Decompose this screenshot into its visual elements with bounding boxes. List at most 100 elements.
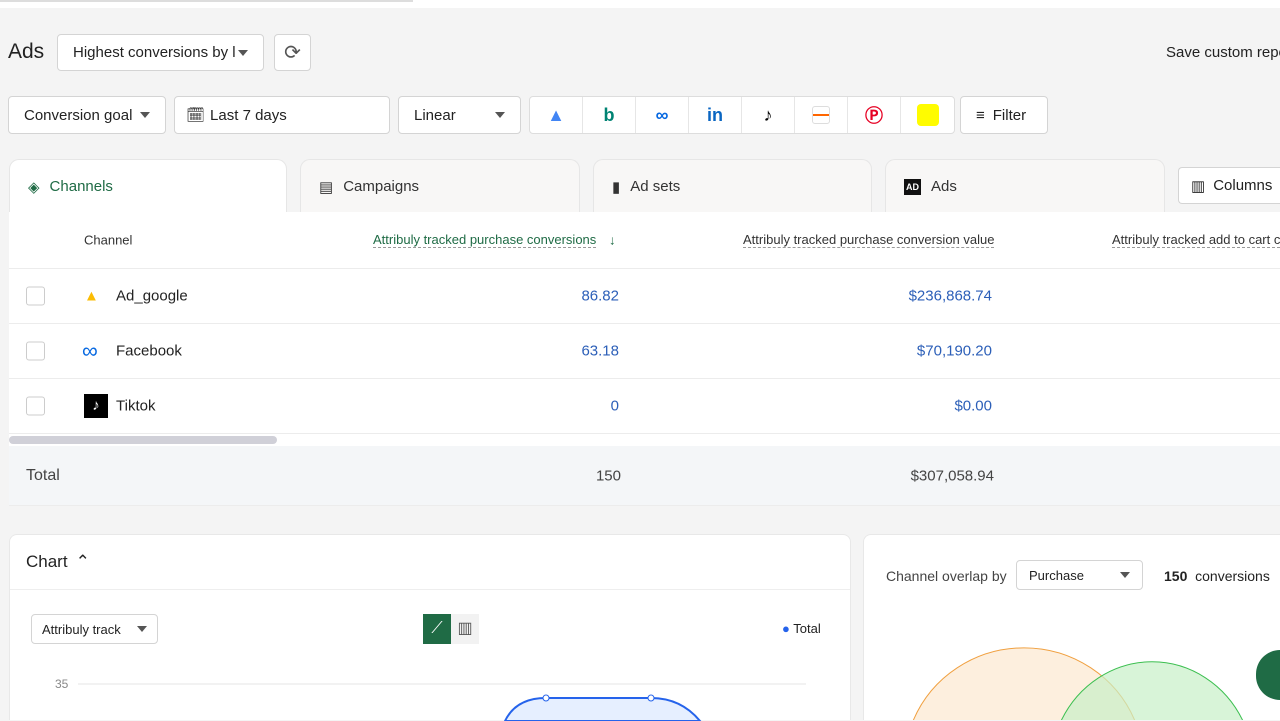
model-value: Linear [414, 106, 456, 124]
columns-button[interactable]: ▥ Columns [1178, 167, 1280, 204]
attribution-model-select[interactable]: Linear [398, 96, 521, 134]
filter-label: Filter [992, 106, 1027, 124]
tab-campaigns[interactable]: ▤ Campaigns [300, 159, 580, 213]
conversions: 0 [610, 397, 619, 415]
count-value: 150 [1164, 568, 1188, 584]
bing-icon[interactable]: b [583, 97, 636, 133]
refresh-icon: ⟳ [284, 42, 301, 64]
caret-down-icon [140, 112, 150, 118]
linkedin-icon[interactable]: in [689, 97, 742, 133]
tab-label: Ads [931, 178, 957, 195]
date-range-picker[interactable]: 🗓 Last 7 days [174, 96, 390, 134]
channel-name: Tiktok [116, 397, 156, 415]
overlap-select-value: Purchase [1029, 567, 1084, 583]
legend-label: Total [793, 621, 821, 636]
caret-down-icon [137, 626, 147, 632]
meta-icon[interactable]: ∞ [636, 97, 689, 133]
chart-title: Chart [26, 552, 68, 571]
total-value: $307,058.94 [910, 467, 994, 484]
columns-label: Columns [1213, 177, 1273, 194]
caret-down-icon [238, 49, 248, 56]
tab-ads[interactable]: AD Ads [885, 159, 1165, 213]
sort-down-icon[interactable]: ↓ [609, 232, 616, 248]
total-label: Total [26, 466, 60, 484]
chart-metric-select[interactable]: Attribuly track [31, 614, 158, 644]
line-chart-toggle[interactable]: ⟋ [423, 614, 451, 644]
row-checkbox[interactable] [26, 286, 45, 306]
count-unit: conversions [1195, 568, 1270, 584]
filter-button[interactable]: ≡ Filter [960, 96, 1048, 134]
report-select[interactable]: Highest conversions by l [57, 34, 264, 71]
header-channel[interactable]: Channel [84, 232, 133, 248]
tiktok-icon[interactable]: ♪ [742, 97, 795, 133]
pinterest-icon[interactable]: Ⓟ [848, 97, 901, 133]
line-chart [78, 683, 806, 721]
tiktok-icon: ♪ [84, 394, 108, 418]
header-purchase-conversions[interactable]: Attribuly tracked purchase conversions [373, 232, 597, 248]
goal-value: Conversion goal [24, 106, 133, 124]
tab-label: Campaigns [343, 178, 420, 195]
overlap-select[interactable]: Purchase [1016, 560, 1143, 590]
table-header: Channel Attribuly tracked purchase conve… [9, 212, 1280, 269]
row-checkbox[interactable] [26, 341, 45, 361]
caret-down-icon [1120, 572, 1130, 578]
tab-label: Ad sets [630, 178, 681, 195]
save-custom-report-link[interactable]: Save custom repo [1166, 44, 1280, 61]
total-row: Total 150 $307,058.94 [9, 446, 1280, 506]
row-checkbox[interactable] [26, 396, 45, 416]
ad-icon: AD [904, 178, 921, 195]
venn-diagram [912, 647, 1244, 720]
phone-icon: ▮ [612, 178, 621, 196]
date-value: Last 7 days [210, 106, 287, 124]
chevron-up-icon[interactable]: ⌃ [75, 552, 90, 571]
conversions: 86.82 [581, 287, 619, 305]
scrollbar-thumb[interactable] [9, 436, 277, 444]
tab-label: Channels [49, 178, 113, 195]
tab-channels[interactable]: ◈ Channels [9, 159, 287, 213]
report-select-value: Highest conversions by l [73, 44, 236, 61]
legend-dot: ● [782, 621, 790, 636]
columns-icon: ▥ [1191, 177, 1206, 195]
conversion-goal-select[interactable]: Conversion goal [8, 96, 166, 134]
conversion-value: $0.00 [954, 397, 992, 415]
platform-filters: ▲ b ∞ in ♪ Ⓟ [529, 96, 955, 134]
header-label: Attribuly tracked purchase conversions [373, 232, 597, 247]
table-row: ▲ Ad_google 86.82 $236,868.74 [9, 269, 1280, 324]
table-row: ∞ Facebook 63.18 $70,190.20 [9, 324, 1280, 379]
conversions: 63.18 [581, 342, 619, 360]
legend: ● Total [782, 621, 821, 636]
filter-icon: ≡ [976, 106, 985, 124]
refresh-button[interactable]: ⟳ [274, 34, 311, 71]
header-add-to-cart[interactable]: Attribuly tracked add to cart c [1112, 232, 1280, 248]
page-title: Ads [8, 40, 45, 63]
series-line-total [503, 697, 702, 721]
header-conversion-value[interactable]: Attribuly tracked purchase conversion va… [743, 232, 995, 248]
other-platform-icon[interactable] [795, 97, 848, 133]
caret-down-icon [495, 112, 505, 118]
overlap-count: 150 conversions [1164, 568, 1270, 584]
channel-name: Ad_google [116, 287, 188, 305]
tab-ad-sets[interactable]: ▮ Ad sets [593, 159, 872, 213]
calendar-icon: 🗓 [186, 107, 206, 124]
overlap-label: Channel overlap by [886, 568, 1007, 584]
channel-overlap-card: Channel overlap by Purchase 150 conversi… [863, 534, 1280, 720]
meta-icon: ∞ [82, 338, 98, 363]
layers-icon: ◈ [28, 178, 40, 196]
horizontal-scrollbar[interactable] [9, 434, 1280, 446]
y-tick: 35 [55, 677, 69, 691]
data-point[interactable] [647, 694, 655, 702]
chart-header[interactable]: Chart ⌃ [10, 535, 850, 590]
venn-circle-facebook [1060, 661, 1244, 720]
document-icon: ▤ [319, 178, 334, 196]
top-bar [0, 0, 1280, 8]
google-ads-icon: ▲ [84, 287, 99, 305]
conversion-value: $70,190.20 [916, 342, 992, 360]
data-point[interactable] [542, 694, 550, 702]
snapchat-icon[interactable] [901, 97, 954, 133]
google-ads-icon[interactable]: ▲ [530, 97, 583, 133]
total-conversions: 150 [595, 467, 621, 484]
bar-chart-toggle[interactable]: ▥ [451, 614, 479, 644]
progress [0, 0, 413, 2]
channel-name: Facebook [116, 342, 182, 360]
chart-card: Chart ⌃ Attribuly track ⟋ ▥ ● Total 35 [9, 534, 851, 721]
